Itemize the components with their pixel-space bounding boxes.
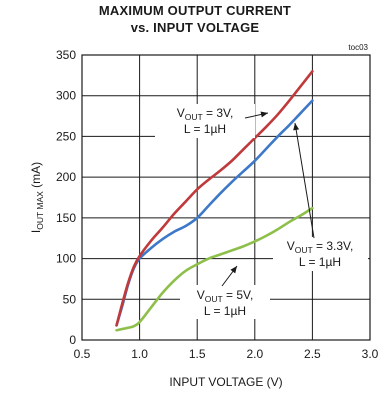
chart-subtitle: vs. INPUT VOLTAGE: [130, 20, 260, 35]
annotation-arrowhead: [230, 266, 237, 274]
x-tick-label: 3.0: [362, 347, 379, 361]
axis-ticks: 0.5 1.0 1.5 2.0 2.5 3.0 0 50 100 150 200 250 300 350: [56, 48, 379, 361]
y-tick-label: 200: [56, 170, 76, 184]
annotation-background: [273, 237, 368, 271]
y-tick-label: 50: [63, 292, 77, 306]
y-tick-label: 250: [56, 129, 76, 143]
y-tick-label: 100: [56, 252, 76, 266]
y-tick-label: 300: [56, 89, 76, 103]
annotation-arrowhead: [293, 123, 300, 131]
annotation-arrow: [294, 122, 315, 239]
x-tick-label: 2.5: [304, 347, 321, 361]
figure-tag: toc03: [348, 43, 368, 52]
series-line-3: [115, 206, 314, 332]
annotation-inductance: L = 1µH: [184, 122, 226, 136]
y-tick-label: 350: [56, 48, 76, 62]
annotation-inductance: L = 1µH: [204, 304, 246, 318]
annotation-vout: VOUT = 3.3V,: [287, 239, 354, 255]
x-tick-label: 1.0: [131, 347, 148, 361]
annotation-vout: VOUT = 5V,: [197, 288, 254, 304]
chart-title: MAXIMUM OUTPUT CURRENT: [98, 3, 292, 18]
plot-frame: [81, 54, 371, 341]
annotation-inductance: L = 1µH: [299, 255, 341, 269]
annotation-background: [155, 104, 255, 138]
x-tick-label: 2.0: [246, 347, 263, 361]
annotation-background: [180, 285, 270, 319]
x-tick-label: 0.5: [74, 347, 91, 361]
series-line-1: [115, 69, 314, 327]
x-axis-label: INPUT VOLTAGE (V): [169, 375, 282, 389]
series-lines: [115, 69, 314, 332]
y-axis-label: IOUT MAX (mA): [29, 162, 45, 233]
annotation-vout: VOUT = 3V,: [177, 106, 234, 122]
y-tick-label: 150: [56, 211, 76, 225]
annotation-arrowhead: [260, 111, 268, 118]
y-tick-label: 0: [69, 333, 76, 347]
x-tick-label: 1.5: [189, 347, 206, 361]
